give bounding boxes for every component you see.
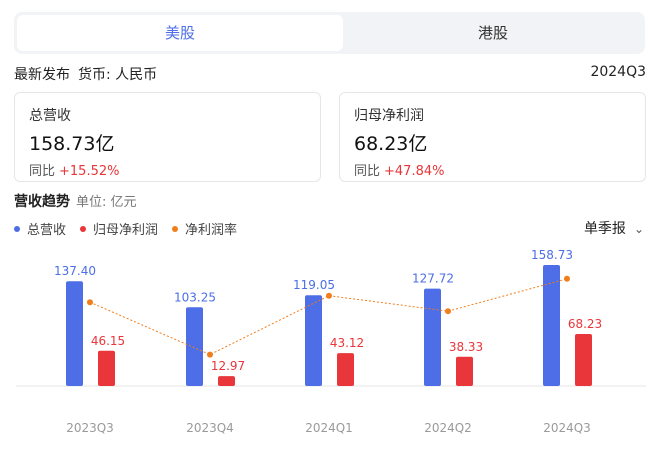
revenue-yoy: 同比 +15.52% [29,160,306,179]
net-profit-bar-label: 38.33 [449,340,483,354]
tab-us-stock[interactable]: 美股 [17,15,343,51]
net-profit-bar [218,376,235,386]
revenue-bar-label: 103.25 [174,290,216,304]
frequency-dropdown[interactable]: 单季报 ⌄ [584,218,644,238]
net-profit-bar [456,356,473,386]
net-profit-label: 归母净利润 [354,108,424,124]
net-margin-point [564,275,570,282]
net-profit-bar-label: 12.97 [211,359,245,373]
x-tick-label: 2024Q1 [305,421,353,435]
net-profit-card: 归母净利润 68.23亿 同比 +47.84% [339,92,646,182]
report-period: 2024Q3 [590,64,646,80]
legend-item-net-profit: 归母净利润 [80,219,158,238]
revenue-bar [186,307,203,386]
net-profit-bar [575,333,592,386]
x-tick-label: 2024Q3 [543,421,591,435]
tab-hk-stock[interactable]: 港股 [477,24,508,42]
legend-item-revenue: 总营收 [14,219,66,238]
net-profit-yoy-label: 同比 [354,164,381,179]
net-profit-bar-label: 46.15 [91,334,125,348]
x-tick-label: 2024Q2 [424,421,472,435]
revenue-trend-chart: 137.40 46.15 2023Q3 103.25 12.97 2023Q4 119.05… [16,248,646,435]
legend-dot-net-profit [80,225,87,232]
market-tabs: 美股 港股 [14,12,645,54]
net-margin-point [326,292,332,299]
revenue-value: 158.73亿 [29,133,115,155]
revenue-bar [66,281,83,386]
net-profit-yoy: 同比 +47.84% [354,160,631,179]
net-margin-line [89,278,568,356]
net-profit-yoy-change: +47.84% [384,164,445,179]
revenue-label: 总营收 [29,108,71,124]
revenue-card: 总营收 158.73亿 同比 +15.52% [14,92,321,182]
net-profit-bar-label: 68.23 [568,317,602,331]
revenue-yoy-change: +15.52% [59,164,120,179]
x-tick-label: 2023Q4 [186,421,234,435]
net-margin-point [207,351,213,358]
currency-label: 货币: 人民币 [78,67,158,83]
revenue-bar [305,295,322,386]
trend-title: 营收趋势 [14,194,70,210]
trend-header: 营收趋势 单位: 亿元 [14,191,137,211]
x-tick-label: 2023Q3 [66,421,114,435]
net-margin-point [445,308,451,315]
net-profit-bar-label: 43.12 [330,336,364,350]
legend-label-revenue: 总营收 [27,223,67,238]
net-profit-value: 68.23亿 [354,133,428,155]
release-info: 最新发布 货币: 人民币 [14,64,157,84]
chart-legend: 总营收 归母净利润 净利润率 [14,219,237,238]
revenue-bar-label: 119.05 [293,278,335,292]
revenue-bar-label: 127.72 [412,272,454,286]
legend-label-margin: 净利润率 [185,223,238,238]
trend-unit: 单位: 亿元 [76,195,137,210]
latest-release-label: 最新发布 [14,67,70,83]
revenue-bar [543,264,560,386]
net-margin-point [87,299,93,306]
legend-dot-revenue [14,225,20,232]
revenue-bar [424,288,441,386]
net-profit-bar [337,353,354,386]
net-profit-bar [98,350,115,386]
legend-item-margin: 净利润率 [172,219,237,238]
revenue-bar-label: 158.73 [531,248,573,262]
legend-label-net-profit: 归母净利润 [93,223,159,238]
legend-dot-margin [172,225,179,232]
revenue-yoy-label: 同比 [29,164,56,179]
frequency-label: 单季报 [583,221,626,237]
chevron-down-icon: ⌄ [633,222,644,236]
revenue-bar-label: 137.40 [54,264,96,278]
